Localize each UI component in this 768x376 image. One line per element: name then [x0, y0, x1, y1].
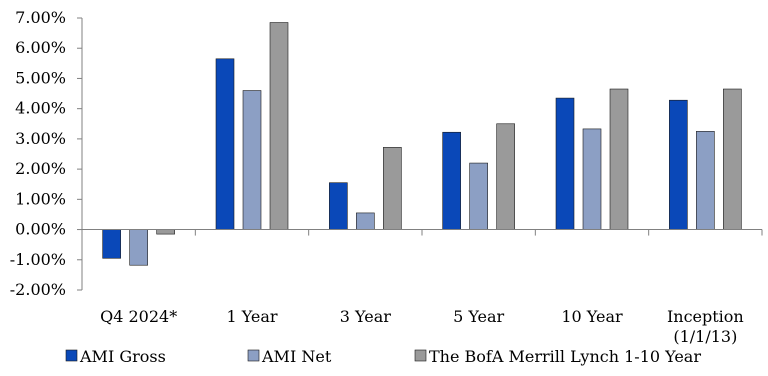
y-tick-label: 6.00% — [15, 38, 66, 57]
bar-2-0 — [156, 229, 175, 235]
y-tick-label: 4.00% — [15, 99, 66, 118]
bar-0-5 — [669, 99, 688, 230]
y-tick-label: 0.00% — [15, 220, 66, 239]
bar-1-0 — [129, 229, 148, 266]
legend-swatch — [65, 349, 78, 362]
bar-0-3 — [442, 131, 461, 230]
category-label: 10 Year — [561, 307, 623, 326]
bar-1-3 — [469, 162, 488, 230]
category-label: 3 Year — [340, 307, 391, 326]
y-tick-label: -2.00% — [10, 280, 66, 299]
category-label: 1 Year — [226, 307, 277, 326]
bar-1-1 — [242, 90, 262, 230]
bar-1-4 — [582, 128, 602, 230]
bar-2-5 — [723, 88, 742, 230]
bar-0-2 — [329, 182, 348, 230]
y-tick-label: 2.00% — [15, 159, 66, 178]
legend-label: AMI Net — [261, 347, 332, 366]
bar-0-4 — [555, 97, 575, 230]
y-tick-label: 3.00% — [15, 129, 66, 148]
y-tick-label: 5.00% — [15, 68, 66, 87]
legend-swatch — [414, 349, 427, 362]
y-tick-label: 1.00% — [15, 189, 66, 208]
bar-2-1 — [269, 22, 289, 230]
bar-0-1 — [215, 58, 235, 230]
bar-1-2 — [356, 212, 375, 230]
category-label: Inception (1/1/13) — [667, 307, 744, 346]
legend: AMI Gross AMI Net The BofA Merrill Lynch 1… — [65, 347, 701, 366]
y-tick-label: -1.00% — [10, 250, 66, 269]
y-axis: 7.00% 6.00% 5.00% 4.00% 3.00% 2.00% 1.00% 0.00%… — [10, 8, 83, 299]
legend-label: AMI Gross — [79, 347, 166, 366]
bar-0-0 — [102, 229, 121, 259]
bar-2-3 — [496, 123, 515, 230]
category-label: Q4 2024* — [100, 307, 177, 326]
bar-2-4 — [609, 88, 629, 230]
y-tick-label: 7.00% — [15, 8, 66, 27]
bar-2-2 — [383, 147, 402, 230]
category-label: 5 Year — [453, 307, 504, 326]
legend-swatch — [247, 349, 260, 362]
legend-label: The BofA Merrill Lynch 1-10 Year — [429, 347, 701, 366]
bars — [102, 22, 742, 266]
x-axis: Q4 2024* 1 Year 3 Year 5 Year 10 Year Incepti… — [81, 229, 763, 346]
bar-1-5 — [696, 131, 715, 230]
